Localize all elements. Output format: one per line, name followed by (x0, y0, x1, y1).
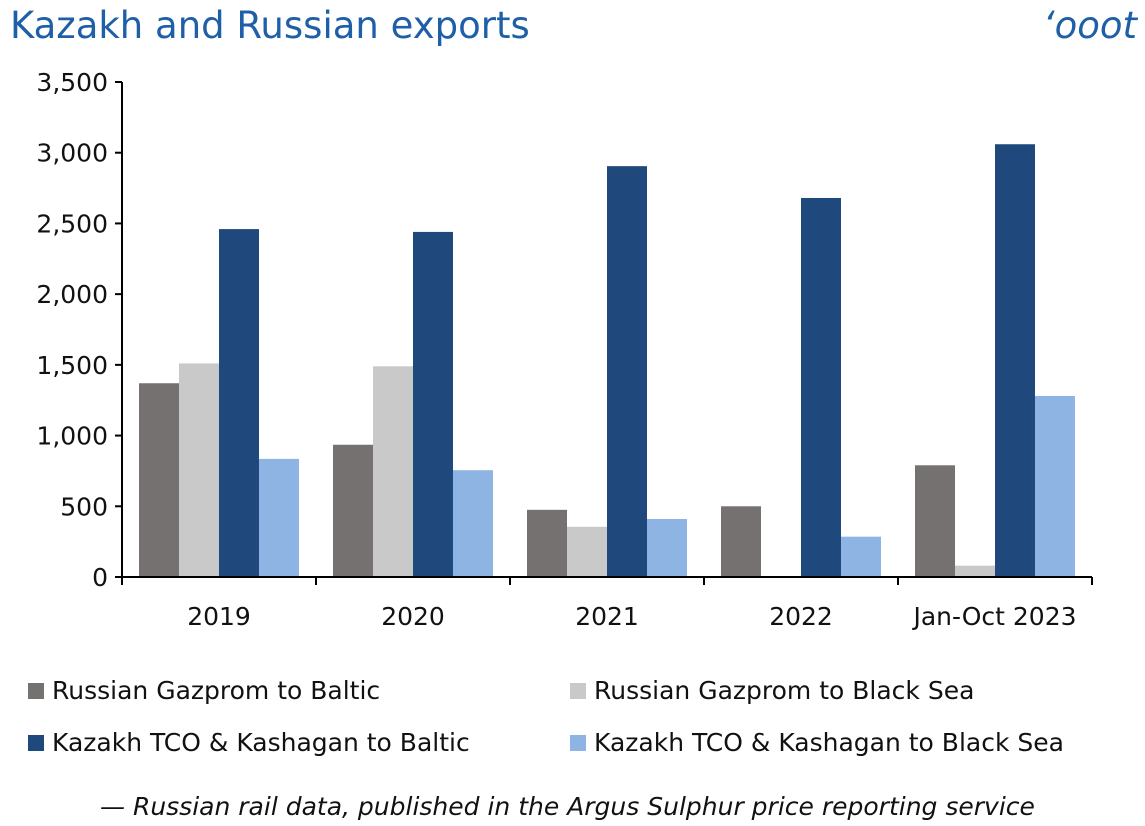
legend-item: Russian Gazprom to Baltic (28, 676, 380, 705)
legend-item: Kazakh TCO & Kashagan to Black Sea (570, 728, 1064, 757)
legend-swatch (28, 734, 44, 751)
bar-0-0 (139, 383, 179, 577)
y-tick-label: 0 (92, 563, 108, 592)
y-tick-label: 3,500 (36, 68, 108, 97)
bar-3-1 (453, 470, 493, 577)
legend-label: Russian Gazprom to Baltic (52, 676, 381, 705)
bar-2-4 (995, 144, 1035, 577)
x-tick-label: 2021 (575, 602, 639, 631)
legend-swatch (28, 682, 44, 699)
bar-1-0 (179, 363, 219, 577)
legend-item: Kazakh TCO & Kashagan to Baltic (28, 728, 470, 757)
y-tick-label: 500 (60, 492, 108, 521)
bar-2-1 (413, 231, 453, 577)
x-tick-label: 2022 (769, 602, 833, 631)
bar-1-4 (955, 565, 995, 577)
legend-swatch (570, 734, 586, 751)
source-note: — Russian rail data, published in the Ar… (100, 792, 1035, 821)
x-tick-label: Jan-Oct 2023 (911, 602, 1076, 631)
bar-0-1 (333, 444, 373, 577)
legend-label: Kazakh TCO & Kashagan to Black Sea (594, 728, 1064, 757)
unit-label: ‘ooot (1042, 4, 1137, 47)
legend-swatch (570, 682, 586, 699)
x-tick-label: 2019 (187, 602, 251, 631)
legend-label: Russian Gazprom to Black Sea (594, 676, 975, 705)
bar-3-3 (841, 536, 881, 577)
chart-title: Kazakh and Russian exports (10, 4, 530, 47)
bar-0-3 (721, 506, 761, 577)
bar-0-2 (527, 509, 567, 577)
legend-item: Russian Gazprom to Black Sea (570, 676, 974, 705)
bar-3-2 (647, 519, 687, 577)
bar-3-4 (1035, 395, 1075, 577)
y-tick-label: 2,000 (36, 280, 108, 309)
y-tick-label: 3,000 (36, 139, 108, 168)
bar-1-2 (567, 526, 607, 577)
y-tick-label: 2,500 (36, 209, 108, 238)
bar-2-0 (219, 229, 259, 578)
x-tick-label: 2020 (381, 602, 445, 631)
bar-0-4 (915, 465, 955, 577)
y-tick-label: 1,000 (36, 422, 108, 451)
bar-1-1 (373, 366, 413, 577)
bar-2-3 (801, 197, 841, 577)
bar-3-0 (259, 458, 299, 577)
y-tick-label: 1,500 (36, 351, 108, 380)
legend-label: Kazakh TCO & Kashagan to Baltic (52, 728, 470, 757)
bar-2-2 (607, 166, 647, 577)
